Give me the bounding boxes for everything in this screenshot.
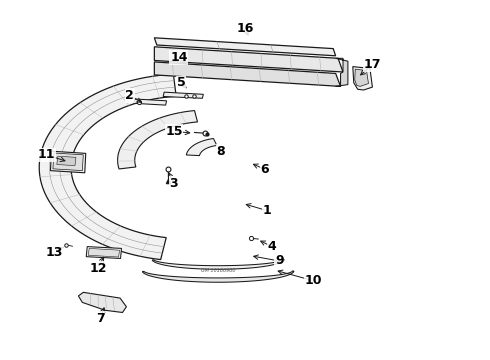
Polygon shape (39, 74, 176, 260)
Polygon shape (50, 151, 86, 173)
Text: 3: 3 (170, 177, 178, 190)
Text: 2: 2 (125, 89, 134, 102)
Polygon shape (88, 248, 120, 257)
Polygon shape (118, 111, 197, 169)
Polygon shape (154, 47, 343, 72)
Text: 12: 12 (89, 262, 107, 275)
Polygon shape (57, 156, 76, 166)
Polygon shape (163, 92, 203, 98)
Polygon shape (86, 247, 122, 258)
Polygon shape (353, 67, 372, 90)
Text: 4: 4 (268, 240, 276, 253)
Text: 8: 8 (216, 145, 225, 158)
Polygon shape (355, 69, 368, 86)
Polygon shape (186, 139, 217, 156)
Polygon shape (154, 62, 341, 86)
Text: 16: 16 (236, 22, 254, 35)
Text: 15: 15 (165, 125, 183, 138)
Text: 13: 13 (45, 246, 63, 258)
Text: 17: 17 (364, 58, 381, 71)
Text: 11: 11 (38, 148, 55, 161)
Text: 5: 5 (177, 76, 186, 89)
Text: 7: 7 (96, 312, 105, 325)
Polygon shape (53, 153, 83, 171)
Polygon shape (336, 58, 348, 86)
Text: 6: 6 (260, 163, 269, 176)
Text: 9: 9 (275, 255, 284, 267)
Polygon shape (154, 38, 336, 56)
Text: 14: 14 (170, 51, 188, 64)
Text: 1: 1 (263, 204, 271, 217)
Polygon shape (134, 99, 167, 105)
Polygon shape (143, 271, 294, 282)
Text: 10: 10 (305, 274, 322, 287)
Polygon shape (78, 292, 126, 312)
Text: GM 10186980: GM 10186980 (201, 268, 235, 273)
Polygon shape (152, 260, 284, 269)
